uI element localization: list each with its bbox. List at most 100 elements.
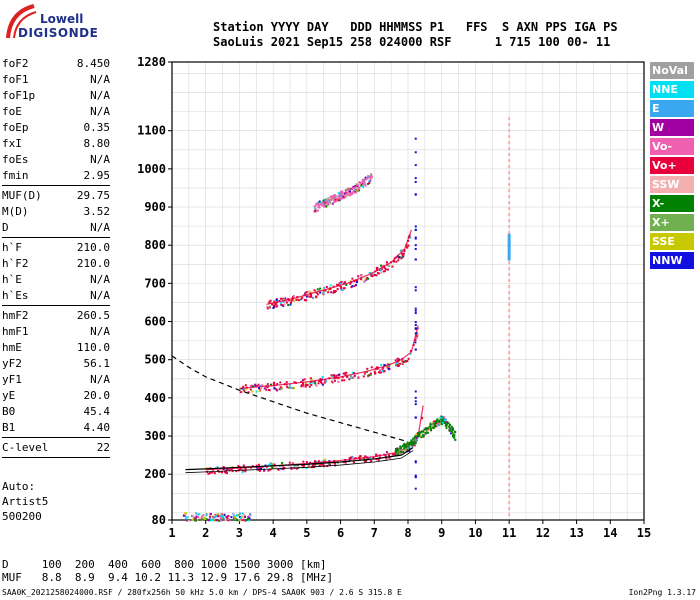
echo-point — [344, 461, 347, 464]
echo-point — [310, 295, 313, 298]
echo-point — [318, 289, 321, 292]
echo-point — [414, 312, 417, 315]
echo-point — [336, 283, 339, 286]
echo-point — [274, 302, 277, 305]
echo-point — [414, 416, 417, 419]
param-row: h`F2 210.0 — [2, 256, 110, 272]
echo-point — [394, 363, 397, 366]
echo-point — [413, 442, 416, 445]
echo-point — [351, 371, 354, 374]
echo-point — [345, 283, 348, 286]
echo-point — [436, 418, 439, 421]
param-value: 8.80 — [83, 137, 111, 150]
echo-point — [258, 469, 261, 472]
echo-point — [414, 338, 417, 341]
echo-point — [273, 300, 276, 303]
echo-point — [394, 448, 397, 451]
param-label: hmF1 — [2, 325, 29, 338]
echo-point — [305, 295, 308, 298]
echo-point — [194, 517, 197, 520]
param-label: C-level — [2, 441, 49, 454]
echo-point — [401, 361, 404, 364]
echo-point — [267, 464, 270, 467]
echo-point — [295, 467, 298, 470]
echo-point — [344, 193, 347, 196]
y-tick-label: 800 — [144, 238, 166, 252]
echo-point — [318, 200, 321, 203]
echo-point — [349, 193, 352, 196]
echo-point — [414, 487, 417, 490]
echo-point — [238, 519, 241, 522]
echo-point — [441, 421, 444, 424]
echo-point — [414, 258, 417, 261]
echo-point — [415, 332, 418, 335]
echo-point — [356, 189, 359, 192]
echo-point — [385, 261, 388, 264]
echo-point — [410, 443, 413, 446]
echo-point — [402, 443, 405, 446]
echo-point — [398, 358, 401, 361]
echo-point — [364, 184, 367, 187]
echo-point — [400, 252, 403, 255]
echo-point — [317, 206, 320, 209]
echo-point — [211, 516, 214, 519]
echo-point — [378, 371, 381, 374]
echo-point — [382, 370, 385, 373]
echo-point — [432, 426, 435, 429]
echo-point — [243, 513, 246, 516]
echo-point — [185, 517, 188, 520]
echo-point — [293, 387, 296, 390]
echo-point — [358, 186, 361, 189]
echo-point — [345, 371, 348, 374]
y-tick-label: 500 — [144, 353, 166, 367]
echo-point — [222, 515, 225, 518]
param-row: foEp 0.35 — [2, 120, 110, 136]
echo-point — [369, 460, 372, 463]
echo-point — [269, 462, 272, 465]
param-row: C-level 22 — [2, 440, 110, 456]
param-value: N/A — [90, 73, 110, 86]
echo-point — [447, 426, 450, 429]
echo-point — [279, 468, 282, 471]
echo-point — [242, 516, 245, 519]
echo-point — [350, 456, 353, 459]
x-tick-label: 14 — [603, 526, 617, 540]
x-tick-label: 13 — [569, 526, 583, 540]
echo-point — [360, 277, 363, 280]
legend-entry-x-: X+ — [650, 214, 694, 231]
echo-point — [219, 519, 222, 522]
echo-point — [440, 422, 443, 425]
echo-point — [290, 299, 293, 302]
echo-point — [409, 352, 412, 355]
echo-point — [314, 464, 317, 467]
params-separator — [2, 305, 110, 306]
echo-point — [260, 467, 263, 470]
y-tick-label: 1100 — [137, 124, 166, 138]
echo-point — [400, 450, 403, 453]
echo-point — [316, 463, 319, 466]
echo-point — [237, 464, 240, 467]
echo-point — [436, 424, 439, 427]
echo-point — [445, 426, 448, 429]
echo-point — [410, 445, 413, 448]
x-tick-label: 2 — [202, 526, 209, 540]
echo-point — [386, 268, 389, 271]
echo-point — [222, 466, 225, 469]
echo-point — [207, 472, 210, 475]
param-row: hmF1 N/A — [2, 324, 110, 340]
echo-point — [304, 384, 307, 387]
echo-point — [409, 236, 412, 239]
echo-point — [330, 374, 333, 377]
echo-point — [267, 469, 270, 472]
echo-point — [225, 468, 228, 471]
echo-point — [402, 252, 405, 255]
echo-point — [291, 387, 294, 390]
y-tick-label: 700 — [144, 276, 166, 290]
echo-point — [358, 181, 361, 184]
echo-point — [322, 202, 325, 205]
echo-point — [386, 363, 389, 366]
x-tick-label: 10 — [468, 526, 482, 540]
echo-point — [414, 180, 417, 183]
echo-point — [353, 285, 356, 288]
